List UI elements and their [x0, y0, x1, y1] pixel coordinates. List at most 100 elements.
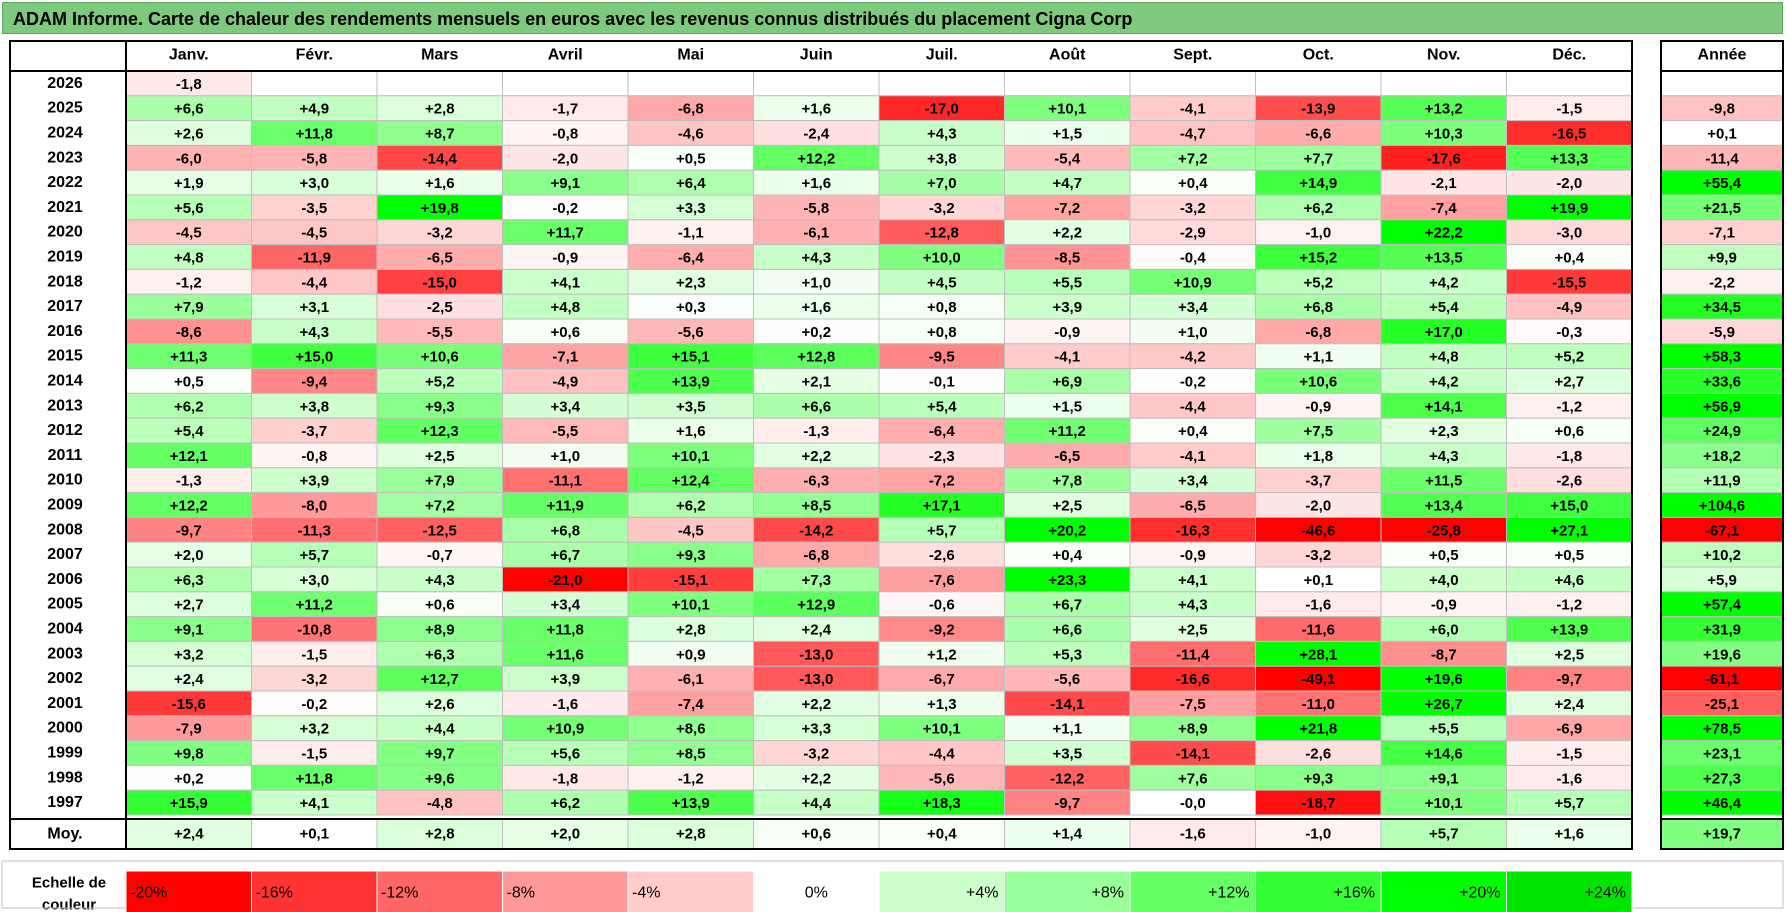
column-header: Avril	[548, 47, 583, 64]
heat-cell	[1129, 715, 1256, 742]
heat-cell	[376, 70, 503, 97]
heat-cell-value: -16,3	[1176, 522, 1210, 539]
heat-cell-value: -5,6	[929, 770, 955, 787]
heat-cell-value: +10,6	[1299, 374, 1337, 391]
heat-cell	[376, 789, 503, 816]
heat-cell-value: -2,1	[1431, 175, 1457, 192]
heat-cell-value: -8,5	[1054, 250, 1080, 267]
heat-cell	[1506, 541, 1633, 568]
heat-cell	[627, 616, 754, 642]
heat-cell-value: +7,3	[801, 572, 831, 589]
annual-cell	[1660, 368, 1784, 394]
heat-cell-value: +10,1	[923, 721, 961, 738]
heat-cell-value: -4,7	[1180, 126, 1206, 143]
heat-cell-value: +2,4	[1554, 696, 1584, 713]
heat-cell-value: +3,2	[174, 646, 204, 663]
heat-cell-value: +1,1	[1303, 349, 1333, 366]
heat-cell-value: -0,6	[929, 597, 955, 614]
scale-swatch-label: +12%	[1208, 885, 1249, 902]
heat-cell	[753, 343, 880, 370]
heat-cell-value: -6,4	[929, 423, 956, 440]
heat-cell-value: +7,8	[1052, 473, 1082, 490]
heat-cell-value: -14,1	[1176, 746, 1210, 763]
annual-cell	[1660, 219, 1784, 246]
heat-cell-value: -1,6	[1305, 597, 1331, 614]
heat-cell-value: -4,9	[552, 374, 578, 391]
heat-cell-value: -2,0	[552, 150, 578, 167]
heat-cell-value: -1,5	[301, 646, 327, 663]
heat-cell-value: -3,7	[1305, 473, 1331, 490]
heat-cell	[1380, 789, 1507, 816]
heat-cell	[1255, 169, 1382, 196]
heat-cell	[1506, 70, 1633, 97]
heat-cell-value: +12,2	[170, 498, 208, 515]
heat-cell-value: +19,9	[1550, 200, 1588, 217]
heat-cell	[1255, 70, 1382, 97]
heat-cell	[753, 442, 880, 469]
heat-cell-value: -4,5	[678, 522, 704, 539]
scale-swatch	[502, 870, 629, 912]
heat-cell	[1506, 169, 1633, 196]
heat-cell	[251, 442, 378, 469]
heat-cell-value: +3,8	[927, 150, 957, 167]
heat-cell	[502, 640, 629, 667]
average-cell	[125, 818, 252, 850]
heat-cell	[376, 764, 503, 791]
heat-cell	[502, 566, 629, 593]
heat-cell-value: -6,0	[176, 150, 202, 167]
average-cell	[1129, 818, 1256, 850]
heat-cell-value: +3,8	[299, 398, 329, 415]
heat-cell-value: +14,9	[1299, 175, 1337, 192]
heat-cell-value: +9,7	[425, 746, 455, 763]
heat-cell-value: +15,2	[1299, 250, 1337, 267]
heat-cell	[1004, 715, 1131, 742]
heat-cell-value: +9,3	[425, 398, 455, 415]
row-year-label: 2003	[47, 645, 83, 662]
heat-cell	[125, 516, 252, 543]
annual-cell-value: +21,5	[1703, 200, 1741, 217]
heat-cell-value: +8,5	[801, 498, 831, 515]
heat-cell	[1004, 318, 1131, 345]
heat-cell-value: -5,8	[803, 200, 829, 217]
heat-cell-value: -1,5	[301, 746, 327, 763]
row-year-label: 2025	[47, 100, 83, 117]
row-year-label: 2011	[48, 447, 83, 464]
heat-cell	[753, 417, 880, 444]
heat-cell	[1255, 368, 1382, 394]
column-header: Nov.	[1427, 47, 1460, 64]
heat-cell	[627, 516, 754, 543]
heat-cell	[251, 665, 378, 692]
heat-cell-value: +3,3	[676, 200, 706, 217]
heat-cell	[1004, 789, 1131, 816]
heat-cell	[878, 343, 1005, 370]
heat-cell-value: -21,0	[548, 572, 582, 589]
heat-cell	[1255, 293, 1382, 320]
heat-cell-value: -1,8	[1556, 448, 1582, 465]
heat-cell-value: -1,2	[1556, 597, 1582, 614]
average-label: Moy.	[47, 826, 82, 843]
heat-cell-value: -17,0	[925, 101, 959, 118]
heat-cell-value: +13,4	[1425, 498, 1464, 515]
row-year-label: 1998	[47, 769, 83, 786]
row-year-label: 2005	[47, 596, 83, 613]
heat-cell	[1004, 144, 1131, 171]
heat-cell	[1506, 789, 1633, 816]
heat-cell	[627, 219, 754, 246]
heat-cell-value: +0,2	[801, 324, 831, 341]
heat-cell-value: +8,7	[425, 126, 455, 143]
heat-cell-value: +12,9	[797, 597, 835, 614]
heat-cell-value: -2,6	[1305, 746, 1331, 763]
heat-cell-value: -15,0	[423, 274, 457, 291]
heat-cell-value: +11,9	[547, 498, 584, 515]
annual-cell-value: +31,9	[1703, 622, 1741, 639]
heat-cell-value: +3,0	[299, 175, 329, 192]
annual-cell-value: +27,3	[1703, 770, 1741, 787]
heat-cell-value: -6,7	[929, 671, 955, 688]
heat-cell-value: -8,0	[301, 498, 327, 515]
annual-cell	[1660, 95, 1784, 122]
heat-cell	[753, 219, 880, 246]
heat-cell	[1004, 417, 1131, 444]
heat-cell	[1506, 640, 1633, 667]
heat-cell-value: +0,4	[1052, 547, 1082, 564]
heat-cell-value: +7,9	[425, 473, 455, 490]
